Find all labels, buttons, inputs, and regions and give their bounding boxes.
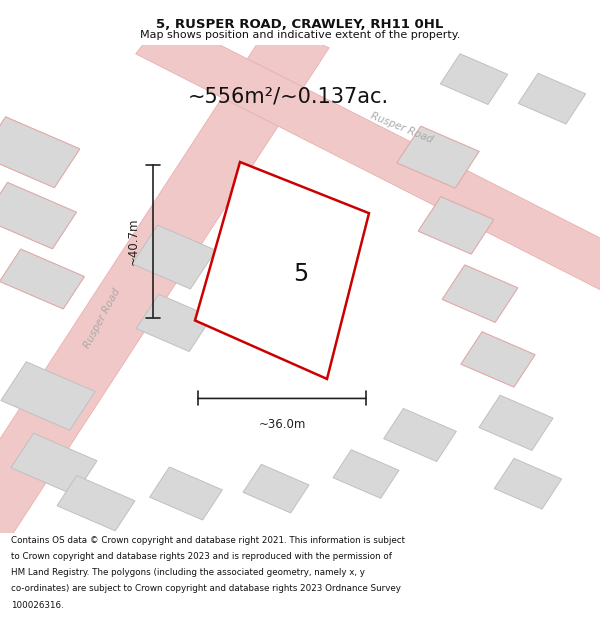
Polygon shape (333, 450, 399, 498)
Polygon shape (397, 126, 479, 188)
Polygon shape (57, 476, 135, 531)
Polygon shape (1, 362, 95, 430)
Polygon shape (11, 433, 97, 495)
Polygon shape (243, 464, 309, 513)
Text: co-ordinates) are subject to Crown copyright and database rights 2023 Ordnance S: co-ordinates) are subject to Crown copyr… (11, 584, 401, 593)
Polygon shape (479, 395, 553, 451)
Polygon shape (418, 197, 494, 254)
Text: ~36.0m: ~36.0m (259, 418, 305, 431)
Text: 5, RUSPER ROAD, CRAWLEY, RH11 0HL: 5, RUSPER ROAD, CRAWLEY, RH11 0HL (157, 18, 443, 31)
Text: Rusper Road: Rusper Road (370, 111, 434, 145)
Text: 5: 5 (293, 261, 308, 286)
Polygon shape (0, 249, 85, 309)
Polygon shape (494, 458, 562, 509)
Polygon shape (461, 332, 535, 387)
Polygon shape (0, 249, 85, 309)
Text: ~40.7m: ~40.7m (127, 217, 140, 265)
Polygon shape (136, 294, 212, 351)
Polygon shape (442, 265, 518, 322)
Polygon shape (418, 197, 494, 254)
Polygon shape (0, 182, 76, 249)
Polygon shape (195, 162, 369, 379)
Polygon shape (383, 409, 457, 461)
Polygon shape (149, 467, 223, 520)
Text: to Crown copyright and database rights 2023 and is reproduced with the permissio: to Crown copyright and database rights 2… (11, 552, 392, 561)
Polygon shape (440, 54, 508, 104)
Polygon shape (461, 332, 535, 387)
Polygon shape (132, 225, 216, 289)
Polygon shape (0, 182, 76, 249)
Text: ~556m²/~0.137ac.: ~556m²/~0.137ac. (187, 86, 389, 106)
Polygon shape (442, 265, 518, 322)
Polygon shape (136, 17, 600, 298)
Polygon shape (0, 117, 80, 188)
Text: Rusper Road: Rusper Road (82, 286, 122, 349)
Polygon shape (397, 126, 479, 188)
Polygon shape (0, 22, 329, 555)
Polygon shape (518, 73, 586, 124)
Polygon shape (0, 117, 80, 188)
Text: Map shows position and indicative extent of the property.: Map shows position and indicative extent… (140, 30, 460, 40)
Text: HM Land Registry. The polygons (including the associated geometry, namely x, y: HM Land Registry. The polygons (includin… (11, 568, 365, 577)
Text: Contains OS data © Crown copyright and database right 2021. This information is : Contains OS data © Crown copyright and d… (11, 536, 405, 544)
Text: 100026316.: 100026316. (11, 601, 64, 609)
